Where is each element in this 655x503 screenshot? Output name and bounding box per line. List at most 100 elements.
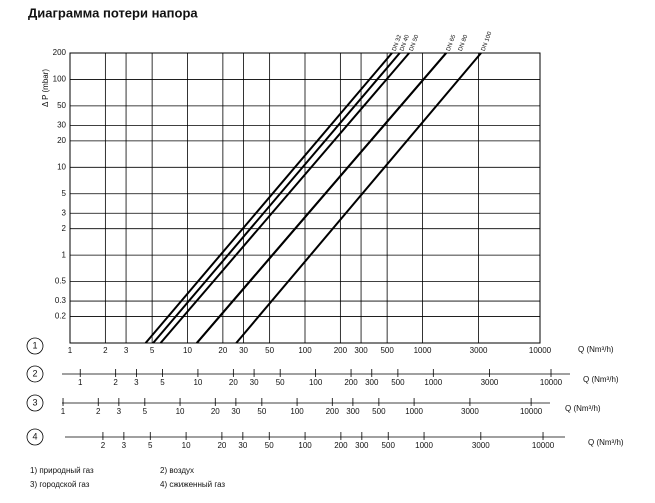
y-tick-label: 10 [57, 162, 66, 171]
x-tick-label: 500 [380, 346, 394, 355]
scale-tick-label: 1000 [405, 407, 423, 416]
scale-tick-label: 200 [326, 407, 340, 416]
y-tick-label: 30 [57, 120, 66, 129]
y-axis-label: Δ P (mbar) [41, 69, 50, 107]
scale-tick-label: 100 [298, 441, 312, 450]
scale-tick-label: 3000 [472, 441, 490, 450]
series-label: DN 50 [409, 34, 421, 53]
series-label: DN 32 [392, 34, 404, 53]
x-tick-label: 10000 [529, 346, 552, 355]
series-line [144, 52, 393, 344]
y-tick-label: 2 [62, 224, 67, 233]
x-tick-label: 1000 [414, 346, 432, 355]
x-tick-label: 30 [239, 346, 248, 355]
x-tick-label: 10 [183, 346, 192, 355]
scale-unit: Q (Nm³/h) [583, 375, 619, 384]
x-tick-label: 100 [298, 346, 312, 355]
x-tick-label: 50 [265, 346, 274, 355]
x-axis-label: Q (Nm³/h) [578, 345, 614, 354]
scale-tick-label: 5 [160, 378, 165, 387]
legend-note: 1) природный газ [30, 466, 94, 475]
y-tick-label: 100 [53, 75, 67, 84]
scale-number: 1 [32, 340, 37, 350]
x-tick-label: 2 [103, 346, 108, 355]
chart-title: Диаграмма потери напора [28, 5, 198, 20]
scale-tick-label: 2 [96, 407, 101, 416]
scale-tick-label: 500 [372, 407, 386, 416]
series-line [196, 52, 447, 344]
scale-badge [26, 394, 44, 412]
x-tick-label: 3000 [470, 346, 488, 355]
scale-number: 4 [32, 431, 37, 441]
series-label: DN 40 [399, 34, 411, 53]
scale-tick-label: 200 [344, 378, 358, 387]
scale-tick-label: 5 [143, 407, 148, 416]
scale-tick-label: 1000 [424, 378, 442, 387]
y-tick-label: 50 [57, 101, 66, 110]
y-tick-label: 1 [62, 250, 67, 259]
scale-badge [26, 337, 44, 355]
series-label: DN 100 [481, 30, 494, 52]
legend-note: 3) городской газ [30, 480, 90, 489]
x-tick-label: 300 [354, 346, 368, 355]
x-tick-label: 20 [218, 346, 227, 355]
scale-tick-label: 10000 [540, 378, 563, 387]
scale-tick-label: 5 [148, 441, 153, 450]
scale-tick-label: 1 [78, 378, 83, 387]
scale-tick-label: 200 [334, 441, 348, 450]
legend-note: 4) сжиженный газ [160, 480, 225, 489]
scale-tick-label: 30 [231, 407, 240, 416]
scale-tick-label: 3 [117, 407, 122, 416]
series-label: DN 80 [458, 34, 470, 53]
y-tick-label: 0.2 [55, 312, 67, 321]
scale-tick-label: 3 [134, 378, 139, 387]
scale-tick-label: 100 [290, 407, 304, 416]
scale-tick-label: 2 [101, 441, 106, 450]
scale-unit: Q (Nm³/h) [565, 404, 601, 413]
scale-tick-label: 100 [309, 378, 323, 387]
scale-tick-label: 3 [122, 441, 127, 450]
scale-tick-label: 10000 [532, 441, 555, 450]
scale-tick-label: 50 [265, 441, 274, 450]
y-tick-label: 3 [62, 208, 67, 217]
scale-unit: Q (Nm³/h) [588, 438, 624, 447]
y-tick-label: 200 [53, 48, 67, 57]
scale-number: 2 [32, 368, 37, 378]
scale-number: 3 [32, 397, 37, 407]
series-line [152, 52, 401, 344]
scale-tick-label: 2 [113, 378, 118, 387]
scale-tick-label: 10 [176, 407, 185, 416]
scale-tick-label: 50 [276, 378, 285, 387]
scale-tick-label: 20 [217, 441, 226, 450]
scale-tick-label: 30 [250, 378, 259, 387]
scale-badge [26, 365, 44, 383]
scale-badge [26, 428, 44, 446]
series-line [235, 52, 482, 344]
y-tick-label: 5 [62, 189, 67, 198]
scale-tick-label: 300 [355, 441, 369, 450]
scale-tick-label: 10 [182, 441, 191, 450]
x-tick-label: 3 [124, 346, 129, 355]
scale-tick-label: 10 [193, 378, 202, 387]
y-tick-label: 0.3 [55, 296, 67, 305]
series-line [159, 52, 410, 344]
x-tick-label: 5 [150, 346, 155, 355]
scale-tick-label: 20 [211, 407, 220, 416]
scale-tick-label: 30 [238, 441, 247, 450]
scale-tick-label: 300 [346, 407, 360, 416]
scale-tick-label: 1000 [415, 441, 433, 450]
x-tick-label: 200 [334, 346, 348, 355]
scale-tick-label: 300 [365, 378, 379, 387]
y-tick-label: 20 [57, 136, 66, 145]
scale-tick-label: 3000 [481, 378, 499, 387]
scale-tick-label: 10000 [520, 407, 543, 416]
scale-tick-label: 3000 [461, 407, 479, 416]
x-tick-label: 1 [68, 346, 73, 355]
scale-tick-label: 500 [382, 441, 396, 450]
scale-tick-label: 500 [391, 378, 405, 387]
scale-tick-label: 1 [61, 407, 66, 416]
legend-note: 2) воздух [160, 466, 194, 475]
scale-tick-label: 20 [229, 378, 238, 387]
series-label: DN 65 [446, 34, 458, 53]
